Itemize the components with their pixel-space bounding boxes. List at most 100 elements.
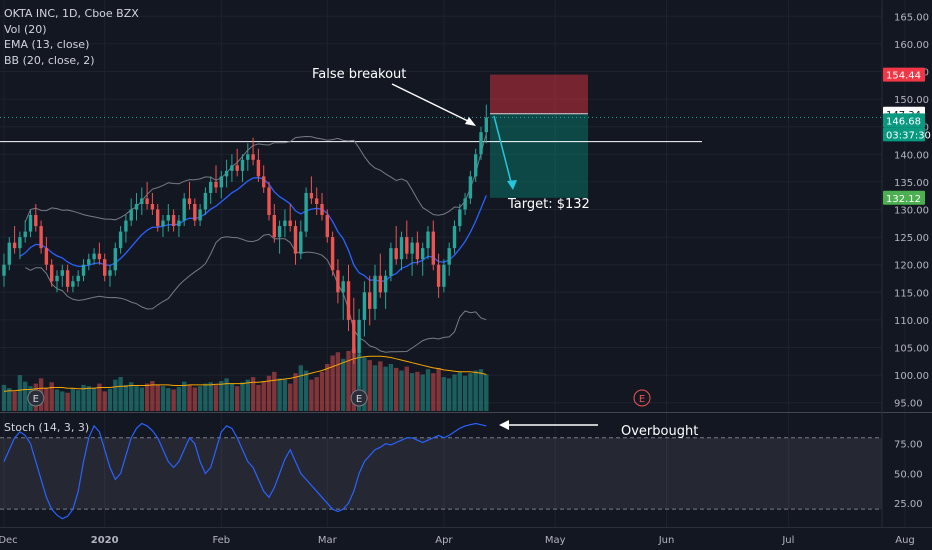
candle-body[interactable] bbox=[299, 231, 303, 254]
candle-body[interactable] bbox=[293, 226, 298, 254]
candle-body[interactable] bbox=[203, 192, 208, 210]
candle-body[interactable] bbox=[87, 259, 91, 265]
candle-body[interactable] bbox=[468, 176, 473, 199]
candle-body[interactable] bbox=[267, 187, 271, 216]
candle-body[interactable] bbox=[330, 237, 335, 271]
time-axis[interactable]: Dec 2020 Feb Mar Apr May Jun Jul Aug bbox=[0, 527, 932, 547]
candle-body[interactable] bbox=[368, 292, 372, 309]
candle-body[interactable] bbox=[405, 237, 409, 254]
candle-body[interactable] bbox=[161, 220, 165, 227]
candle-body[interactable] bbox=[171, 215, 176, 227]
candle-body[interactable] bbox=[39, 226, 43, 249]
candle-body[interactable] bbox=[458, 209, 462, 227]
candle-body[interactable] bbox=[315, 198, 319, 204]
candle-body[interactable] bbox=[224, 170, 229, 177]
candle-body[interactable] bbox=[421, 248, 425, 260]
candle-body[interactable] bbox=[277, 226, 282, 238]
candle-body[interactable] bbox=[28, 215, 33, 232]
candle-body[interactable] bbox=[373, 275, 377, 309]
candle-body[interactable] bbox=[108, 270, 112, 276]
candle-body[interactable] bbox=[182, 198, 186, 221]
candle-body[interactable] bbox=[362, 292, 367, 320]
candle-body[interactable] bbox=[272, 215, 276, 238]
candle-body[interactable] bbox=[55, 275, 59, 282]
candles[interactable] bbox=[2, 104, 488, 387]
candle-body[interactable] bbox=[352, 319, 356, 354]
stop-loss-zone[interactable] bbox=[490, 74, 588, 114]
candle-body[interactable] bbox=[394, 248, 398, 260]
candle-body[interactable] bbox=[357, 319, 361, 354]
candle-body[interactable] bbox=[256, 159, 261, 177]
candle-body[interactable] bbox=[304, 192, 308, 232]
candle-body[interactable] bbox=[447, 248, 451, 265]
take-profit-zone[interactable] bbox=[490, 113, 588, 198]
candle-body[interactable] bbox=[463, 198, 467, 210]
candle-body[interactable] bbox=[124, 220, 128, 232]
candle-body[interactable] bbox=[251, 154, 255, 160]
candle-body[interactable] bbox=[415, 242, 420, 260]
candle-body[interactable] bbox=[426, 231, 430, 249]
candle-body[interactable] bbox=[134, 203, 139, 210]
candle-body[interactable] bbox=[410, 242, 414, 254]
candle-body[interactable] bbox=[12, 242, 17, 249]
candle-body[interactable] bbox=[479, 132, 483, 155]
candle-body[interactable] bbox=[341, 281, 345, 293]
candle-body[interactable] bbox=[336, 270, 340, 293]
candle-body[interactable] bbox=[399, 237, 404, 260]
candle-body[interactable] bbox=[92, 253, 96, 260]
candle-body[interactable] bbox=[389, 248, 393, 276]
candle-body[interactable] bbox=[187, 198, 192, 204]
candle-body[interactable] bbox=[113, 248, 117, 271]
stochastic-title[interactable]: Stoch (14, 3, 3) bbox=[4, 421, 90, 434]
candle-body[interactable] bbox=[23, 231, 27, 238]
candle-body[interactable] bbox=[150, 203, 155, 210]
candle-body[interactable] bbox=[320, 203, 324, 216]
candle-body[interactable] bbox=[71, 281, 75, 287]
candle-body[interactable] bbox=[442, 264, 446, 287]
candle-body[interactable] bbox=[103, 259, 107, 276]
candle-body[interactable] bbox=[431, 231, 435, 265]
candle-body[interactable] bbox=[81, 264, 86, 276]
trade-box[interactable] bbox=[490, 74, 588, 198]
candle-body[interactable] bbox=[97, 253, 102, 260]
candle-body[interactable] bbox=[50, 264, 54, 282]
candle-body[interactable] bbox=[383, 275, 388, 293]
candle-body[interactable] bbox=[246, 154, 250, 160]
candle-body[interactable] bbox=[452, 226, 457, 249]
candle-body[interactable] bbox=[219, 176, 223, 188]
earnings-marker[interactable] bbox=[350, 389, 368, 407]
candle-body[interactable] bbox=[60, 270, 64, 276]
candle-body[interactable] bbox=[436, 264, 441, 287]
candle-body[interactable] bbox=[156, 209, 160, 227]
candle-body[interactable] bbox=[2, 264, 6, 276]
candle-body[interactable] bbox=[484, 117, 488, 133]
stochastic-axis[interactable]: 25.00 50.00 75.00 bbox=[894, 440, 923, 510]
candle-body[interactable] bbox=[76, 275, 80, 282]
candle-body[interactable] bbox=[309, 192, 314, 199]
candle-body[interactable] bbox=[18, 237, 22, 249]
candle-body[interactable] bbox=[7, 242, 11, 265]
candle-body[interactable] bbox=[166, 215, 170, 221]
legend-volume[interactable]: Vol (20) bbox=[4, 22, 47, 36]
candle-body[interactable] bbox=[65, 270, 70, 287]
candle-body[interactable] bbox=[346, 281, 351, 320]
candle-body[interactable] bbox=[325, 215, 329, 238]
legend-ema[interactable]: EMA (13, close) bbox=[4, 38, 90, 51]
candle-body[interactable] bbox=[474, 154, 478, 177]
candle-body[interactable] bbox=[177, 220, 181, 227]
earnings-marker[interactable] bbox=[27, 389, 45, 407]
candle-body[interactable] bbox=[198, 209, 202, 221]
candle-body[interactable] bbox=[262, 176, 266, 188]
candle-body[interactable] bbox=[118, 231, 123, 249]
candle-body[interactable] bbox=[283, 220, 287, 227]
candle-body[interactable] bbox=[140, 198, 144, 204]
candle-body[interactable] bbox=[235, 165, 239, 171]
candle-body[interactable] bbox=[193, 203, 197, 221]
resistance-line[interactable] bbox=[0, 116, 882, 143]
candle-body[interactable] bbox=[214, 181, 218, 188]
candle-body[interactable] bbox=[288, 220, 292, 227]
candle-body[interactable] bbox=[34, 215, 38, 227]
candle-body[interactable] bbox=[230, 165, 234, 171]
